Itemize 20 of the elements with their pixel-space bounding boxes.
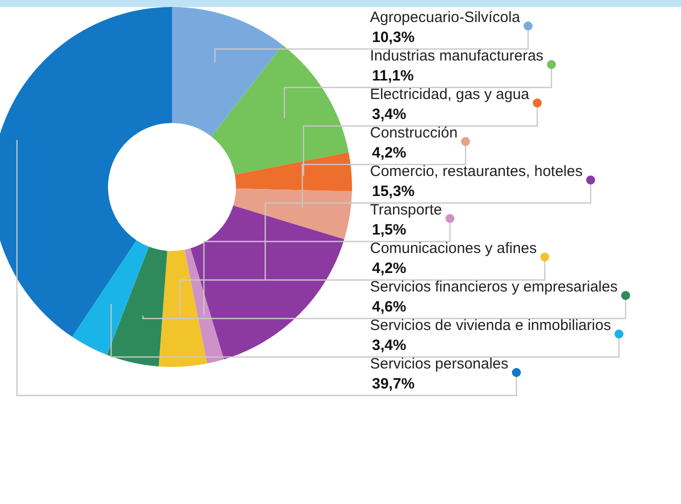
legend-label: Comunicaciones y afines <box>370 240 537 257</box>
legend-label: Servicios personales <box>370 356 508 372</box>
legend-label: Comercio, restaurantes, hoteles <box>370 163 583 180</box>
data-label: 4,2% <box>372 260 406 277</box>
data-label: 1,5% <box>372 222 406 238</box>
legend-label: Transporte <box>370 202 442 218</box>
legend-label: Servicios financieros y empresariales <box>370 278 618 296</box>
data-label: 11,1% <box>372 68 414 84</box>
data-label: 4,2% <box>372 144 406 162</box>
data-label: 3,4% <box>372 106 406 123</box>
legend-label: Servicios de vivienda e inmobiliarios <box>370 317 611 334</box>
data-label: 3,4% <box>372 337 406 354</box>
legend-label: Electricidad, gas y agua <box>370 86 530 103</box>
data-label: 15,3% <box>372 183 415 200</box>
legend-label: Agropecuario-Silvícola <box>370 9 521 26</box>
legend-label: Construcción <box>370 124 458 142</box>
data-label: 4,6% <box>372 298 406 316</box>
data-label: 10,3% <box>372 29 415 46</box>
data-label: 39,7% <box>372 376 415 392</box>
legend-label: Industrias manufactureras <box>370 48 544 64</box>
